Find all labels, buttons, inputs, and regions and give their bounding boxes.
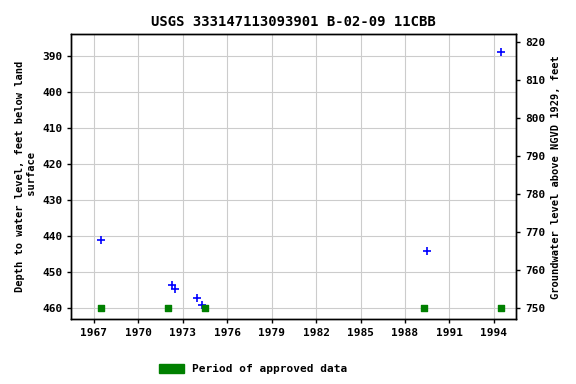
- Point: [163, 305, 172, 311]
- Point: [96, 305, 105, 311]
- Point: [497, 49, 506, 55]
- Point: [420, 305, 429, 311]
- Point: [423, 248, 432, 254]
- Y-axis label: Groundwater level above NGVD 1929, feet: Groundwater level above NGVD 1929, feet: [551, 55, 561, 299]
- Point: [168, 282, 177, 288]
- Point: [497, 305, 506, 311]
- Point: [96, 237, 105, 243]
- Legend: Period of approved data: Period of approved data: [155, 359, 352, 379]
- Point: [170, 286, 180, 292]
- Point: [198, 302, 207, 308]
- Point: [193, 295, 202, 301]
- Title: USGS 333147113093901 B-02-09 11CBB: USGS 333147113093901 B-02-09 11CBB: [151, 15, 436, 29]
- Point: [200, 305, 210, 311]
- Y-axis label: Depth to water level, feet below land
 surface: Depth to water level, feet below land su…: [15, 61, 37, 293]
